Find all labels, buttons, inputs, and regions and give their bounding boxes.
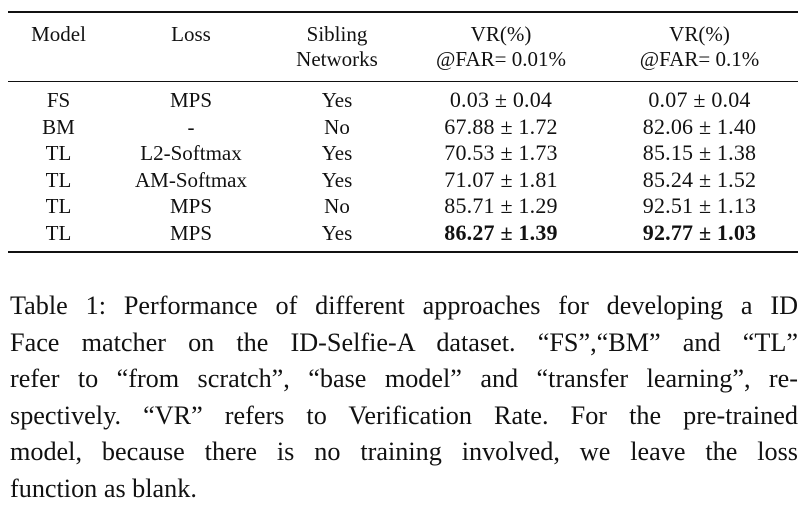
cell-loss: MPS — [169, 88, 213, 112]
cell-vr-far-001: 67.88 ± 1.72 — [444, 113, 558, 139]
results-table: Model Loss Sibling Networks VR(%) @FAR= … — [8, 13, 798, 72]
cell-sibling: No — [324, 114, 350, 139]
table-row: FS MPS Yes 0.03 ± 0.04 0.07 ± 0.04 — [8, 82, 798, 114]
cell-loss: - — [187, 114, 195, 139]
cell-vr-far-01-best: 92.77 ± 1.03 — [642, 219, 757, 245]
cell-model: FS — [46, 88, 71, 112]
table-row: TL L2-Softmax Yes 70.53 ± 1.73 85.15 ± 1… — [8, 140, 798, 167]
cell-sibling: Yes — [321, 88, 353, 112]
caption-line: refer to “from scratch”, “base model” an… — [10, 364, 798, 393]
cell-vr-far-001-best: 86.27 ± 1.39 — [444, 219, 558, 245]
header-vr-far-001: VR(%) @FAR= 0.01% — [401, 13, 601, 72]
cell-vr-far-01: 85.24 ± 1.52 — [642, 166, 757, 192]
header-vr2-line1: VR(%) — [669, 22, 730, 46]
cell-loss: L2-Softmax — [140, 141, 242, 165]
table-caption: Table 1: Performance of different approa… — [10, 288, 798, 507]
cell-sibling: Yes — [321, 167, 353, 192]
table-top-rule — [8, 11, 798, 13]
cell-model: BM — [42, 114, 75, 139]
table-row-best: TL MPS Yes 86.27 ± 1.39 92.77 ± 1.03 — [8, 220, 798, 247]
table-header-row: Model Loss Sibling Networks VR(%) @FAR= … — [8, 13, 798, 72]
cell-model: TL — [45, 220, 72, 245]
header-sibling-line2: Networks — [296, 47, 378, 71]
caption-line: Face matcher on the ID-Selfie-A dataset.… — [10, 327, 798, 357]
cell-vr-far-01: 92.51 ± 1.13 — [642, 193, 757, 218]
header-vr-far-01: VR(%) @FAR= 0.1% — [601, 13, 798, 72]
cell-vr-far-01: 0.07 ± 0.04 — [648, 87, 751, 112]
header-vr1-line2: @FAR= 0.01% — [436, 47, 566, 71]
cell-sibling: Yes — [321, 141, 353, 165]
cell-model: TL — [45, 141, 72, 165]
cell-sibling: No — [324, 194, 350, 218]
cell-loss: AM-Softmax — [135, 167, 247, 192]
cell-sibling: Yes — [321, 220, 353, 245]
table-row: BM - No 67.88 ± 1.72 82.06 ± 1.40 — [8, 114, 798, 141]
caption-line: model, because there is no training invo… — [10, 437, 798, 466]
caption-line: spectively. “VR” refers to Verification … — [10, 400, 798, 430]
header-sibling-networks: Sibling Networks — [273, 13, 401, 72]
cell-vr-far-001: 71.07 ± 1.81 — [444, 166, 558, 192]
caption-line: Table 1: Performance of different approa… — [10, 291, 798, 320]
table-bottom-rule — [8, 251, 798, 253]
table-header-rule — [8, 81, 798, 82]
header-sibling-line1: Sibling — [306, 22, 368, 46]
table-row: TL AM-Softmax Yes 71.07 ± 1.81 85.24 ± 1… — [8, 167, 798, 194]
cell-vr-far-01: 85.15 ± 1.38 — [642, 140, 757, 165]
header-vr2-line2: @FAR= 0.1% — [639, 47, 760, 71]
header-vr1-line1: VR(%) — [470, 22, 532, 46]
header-loss: Loss — [171, 22, 211, 46]
cell-loss: MPS — [169, 194, 213, 218]
cell-model: TL — [45, 167, 72, 192]
cell-vr-far-001: 85.71 ± 1.29 — [444, 193, 558, 218]
cell-vr-far-01: 82.06 ± 1.40 — [642, 113, 757, 139]
caption-line: function as blank. — [10, 473, 197, 503]
header-model: Model — [31, 22, 86, 46]
cell-model: TL — [45, 194, 72, 218]
cell-loss: MPS — [169, 220, 213, 245]
results-table-body: FS MPS Yes 0.03 ± 0.04 0.07 ± 0.04 BM - … — [8, 82, 798, 246]
cell-vr-far-001: 70.53 ± 1.73 — [444, 140, 558, 165]
table-row: TL MPS No 85.71 ± 1.29 92.51 ± 1.13 — [8, 193, 798, 220]
results-table-container: Model Loss Sibling Networks VR(%) @FAR= … — [8, 11, 798, 253]
cell-vr-far-001: 0.03 ± 0.04 — [449, 87, 553, 112]
